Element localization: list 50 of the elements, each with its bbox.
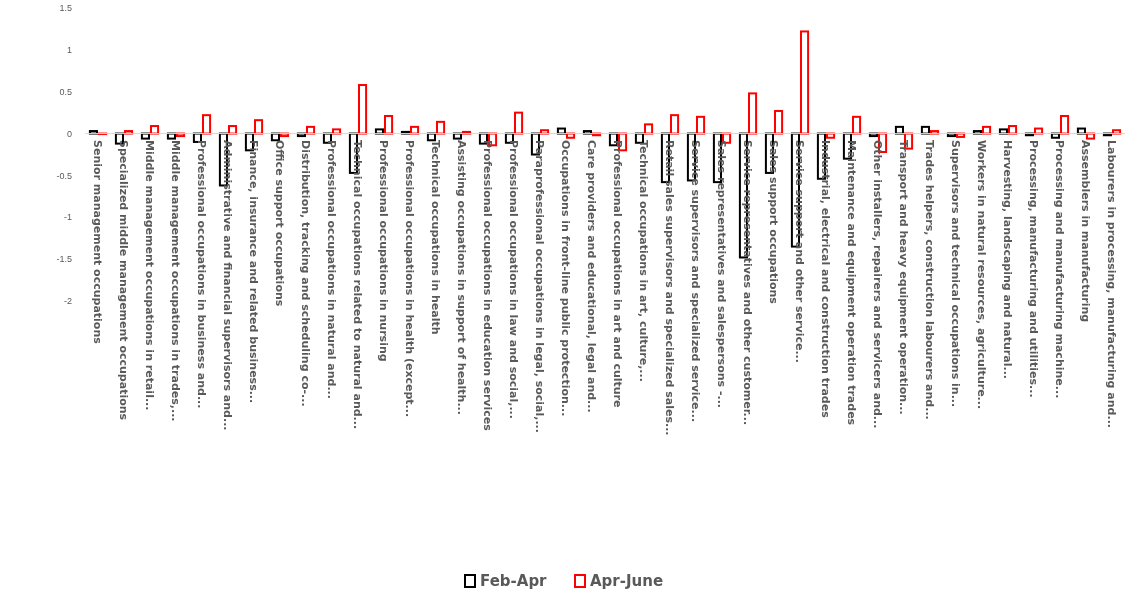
x-tick-label: Maintenance and equipment operation trades (845, 140, 858, 426)
y-tick-label: 1.5 (59, 3, 72, 14)
x-tick-label: Finance, insurance and related business... (247, 140, 260, 404)
x-tick-label: Assisting occupations in support of health... (455, 140, 468, 415)
y-tick-label: 0 (66, 128, 72, 139)
x-tick-label: Processing and manufacturing machine... (1053, 140, 1066, 399)
x-tick-label: Other installers, repairers and servicers and... (871, 140, 884, 429)
x-tick-label: Assemblers in manufacturing (1079, 140, 1092, 323)
x-tick-label: Technical occupations in art, culture,... (637, 140, 650, 382)
x-tick-label: Occupations in front-line public protection... (559, 140, 572, 417)
y-tick-label: -0.5 (56, 170, 72, 181)
x-tick-label: Sales representatives and salespersons -... (715, 140, 728, 409)
y-tick-label: -2 (63, 296, 72, 307)
x-tick-label: Workers in natural resources, agriculture... (975, 140, 988, 410)
x-tick-label: Transport and heavy equipment operation... (897, 140, 910, 415)
x-tick-label: Professional occupations in law and social,... (507, 140, 520, 419)
x-tick-label: Professional occupations in business and... (195, 140, 208, 409)
x-tick-label: Retail sales supervisors and specialized sales... (663, 140, 676, 436)
y-tick-label: 0.5 (59, 86, 72, 97)
x-tick-label: Professional occupations in education services (481, 140, 494, 432)
legend-label: Feb-Apr (480, 572, 548, 591)
x-tick-label: Office support occupations (273, 140, 286, 307)
x-tick-label: Technical occupations related to natural and... (351, 140, 364, 430)
x-tick-label: Sales support occupations (767, 140, 780, 305)
x-tick-label: Administrative and financial supervisors and... (221, 140, 234, 431)
x-tick-label: Supervisors and technical occupations in... (949, 140, 962, 408)
x-tick-label: Professional occupations in health (except... (403, 140, 416, 418)
x-tick-label: Care providers and educational, legal and... (585, 140, 598, 413)
x-tick-label: Trades helpers, construction labourers and... (923, 140, 936, 420)
x-tick-label: Service supervisors and specialized service... (689, 140, 702, 423)
x-tick-label: Professional occupations in nursing (377, 140, 390, 362)
y-tick-label: -1.5 (56, 254, 72, 265)
x-tick-label: Middle management occupations in trades,... (169, 140, 182, 422)
x-tick-label: Harvesting, landscaping and natural... (1001, 140, 1014, 379)
x-tick-label: Distribution, tracking and scheduling co-... (299, 140, 312, 407)
x-tick-label: Service representatives and other customer... (741, 140, 754, 426)
x-tick-label: Senior management occupations (91, 140, 104, 345)
y-tick-label: 1 (66, 45, 72, 56)
x-tick-label: Service support and other service... (793, 140, 806, 363)
x-tick-label: Labourers in processing, manufacturing and... (1105, 140, 1118, 428)
x-tick-label: Professional occupations in natural and... (325, 140, 338, 399)
x-tick-label: Processing, manufacturing and utilities... (1027, 140, 1040, 398)
x-tick-label: Technical occupations in health (429, 140, 442, 335)
y-tick-label: -1 (63, 212, 72, 223)
legend-label: Apr-June (590, 572, 664, 591)
x-tick-label: Professional occupations in art and culture (611, 140, 624, 408)
x-tick-label: Paraprofessional occupations in legal, social,... (533, 140, 546, 433)
x-tick-label: Industrial, electrical and construction trades (819, 140, 832, 419)
x-tick-label: Middle management occupations in retail... (143, 140, 156, 411)
x-tick-label: Specialized middle management occupations (117, 140, 130, 421)
